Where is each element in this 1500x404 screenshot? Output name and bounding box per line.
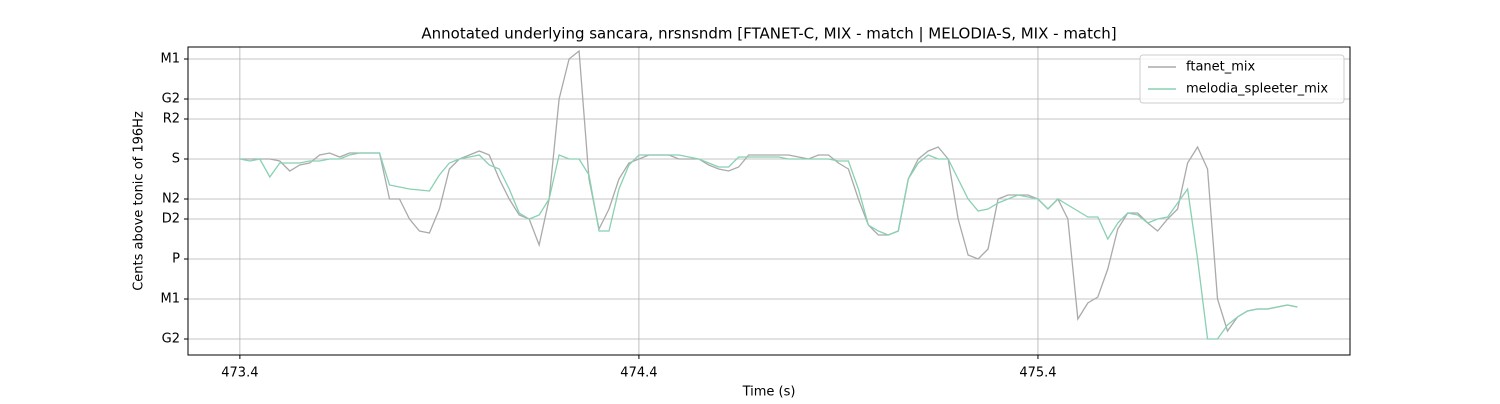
legend-box	[1139, 54, 1345, 104]
legend-label: ftanet_mix	[1186, 60, 1256, 75]
data-line	[239, 152, 1298, 340]
y-tick-label: D2	[162, 212, 180, 227]
plot-frame	[187, 46, 1351, 356]
y-tick-label: M1	[161, 52, 181, 67]
y-axis-label: Cents above tonic of 196Hz	[132, 111, 147, 291]
x-tick-label: 475.4	[1019, 366, 1056, 381]
x-tick-label: 473.4	[221, 366, 258, 381]
legend-label: melodia_spleeter_mix	[1186, 82, 1328, 97]
chart-title: Annotated underlying sancara, nrsnsndm […	[421, 25, 1116, 43]
x-tick-label: 474.4	[620, 366, 657, 381]
y-tick-label: M1	[161, 292, 181, 307]
data-line	[239, 49, 1298, 333]
y-tick-label: N2	[162, 192, 180, 207]
y-tick-label: G2	[162, 332, 180, 347]
y-tick-label: R2	[163, 112, 180, 127]
x-axis-label: Time (s)	[742, 385, 796, 400]
y-tick-label: S	[172, 152, 180, 167]
y-tick-label: P	[172, 252, 180, 267]
y-tick-label: G2	[162, 92, 180, 107]
